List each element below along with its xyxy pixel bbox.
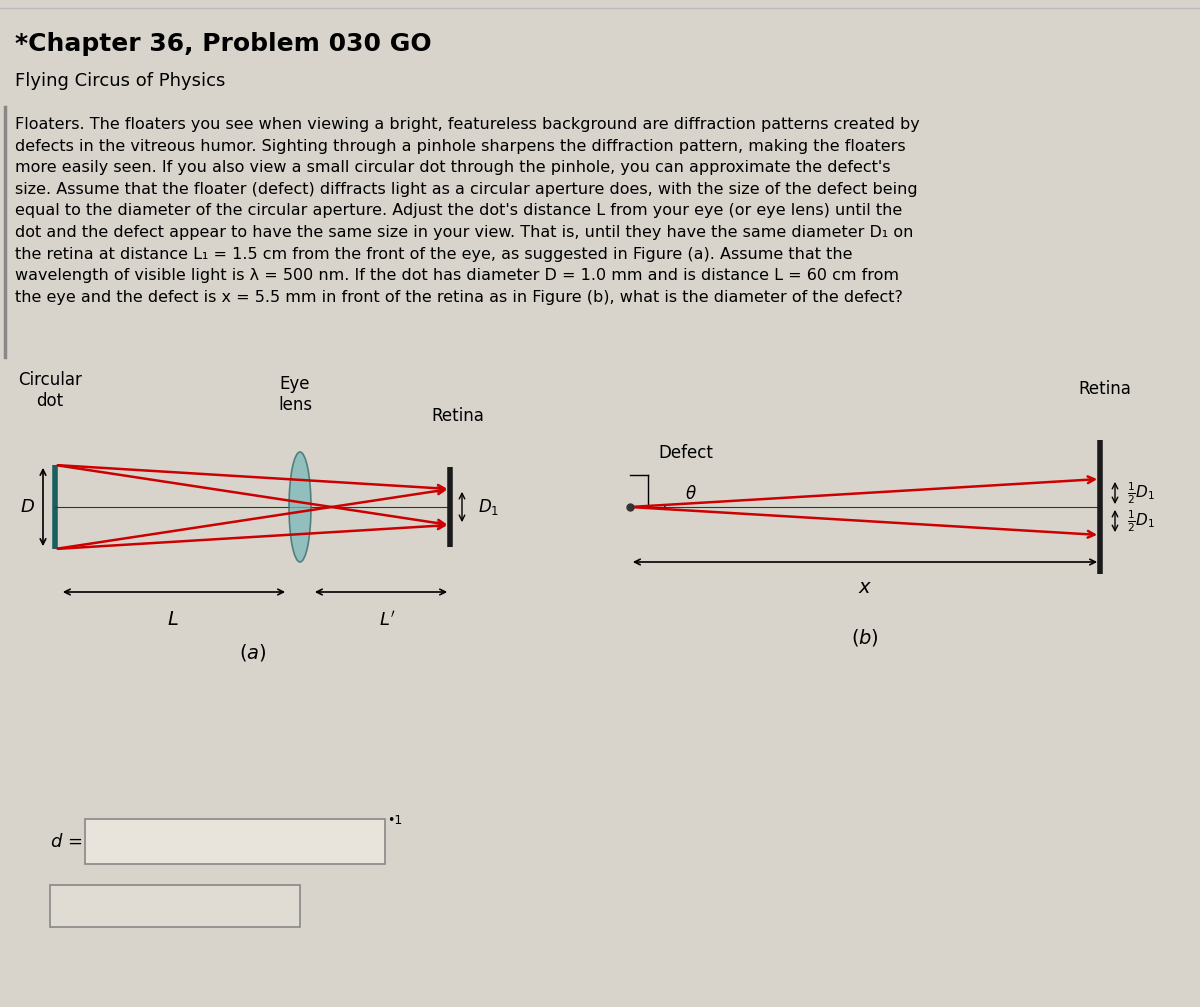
FancyBboxPatch shape (85, 819, 385, 864)
Text: Retina: Retina (1079, 380, 1132, 398)
Text: •1: •1 (386, 814, 402, 827)
Text: Defect: Defect (658, 444, 713, 462)
Ellipse shape (289, 452, 311, 562)
Text: $\frac{1}{2}D_1$: $\frac{1}{2}D_1$ (1127, 480, 1156, 506)
Text: Flying Circus of Physics: Flying Circus of Physics (14, 71, 226, 90)
Text: $x$: $x$ (858, 578, 872, 597)
Text: Floaters. The floaters you see when viewing a bright, featureless background are: Floaters. The floaters you see when view… (14, 117, 919, 305)
Text: Circular
dot: Circular dot (18, 372, 82, 410)
Text: $(a)$: $(a)$ (239, 642, 266, 663)
Text: Retina: Retina (432, 408, 485, 425)
Text: $L'$: $L'$ (379, 610, 395, 629)
FancyBboxPatch shape (50, 885, 300, 927)
Text: Eye
lens: Eye lens (278, 376, 312, 414)
Text: *Chapter 36, Problem 030 GO: *Chapter 36, Problem 030 GO (14, 32, 432, 56)
Text: $L$: $L$ (167, 610, 179, 629)
Text: $\theta$: $\theta$ (685, 485, 697, 504)
Text: $d$ =: $d$ = (50, 833, 83, 851)
Text: $(b)$: $(b)$ (851, 627, 878, 648)
Text: $D$: $D$ (19, 498, 35, 516)
Text: $D_1$: $D_1$ (478, 497, 499, 517)
Text: $\frac{1}{2}D_1$: $\frac{1}{2}D_1$ (1127, 509, 1156, 534)
